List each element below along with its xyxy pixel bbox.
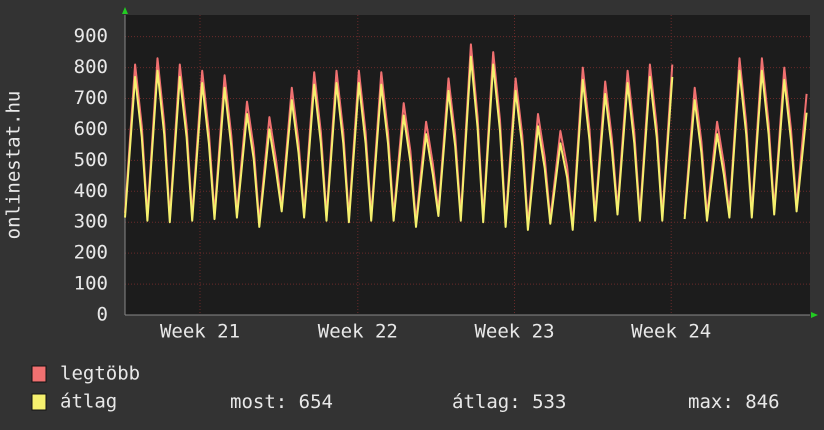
y-tick-label: 600 bbox=[74, 118, 108, 140]
legend-stat: most: 654 bbox=[230, 391, 333, 413]
x-tick-label: Week 23 bbox=[474, 321, 554, 343]
stat-label: átlag: bbox=[452, 391, 521, 413]
legend-stat: max: 846 bbox=[688, 391, 780, 413]
y-axis-label: onlinestat.hu bbox=[3, 91, 25, 240]
stat-label: most: bbox=[230, 391, 287, 413]
x-axis-arrow bbox=[811, 312, 818, 318]
y-tick-label: 400 bbox=[74, 180, 108, 202]
legend-stat: átlag: 533 bbox=[452, 391, 566, 413]
stat-value: 846 bbox=[745, 391, 779, 413]
y-tick-label: 900 bbox=[74, 25, 108, 47]
stat-label: max: bbox=[688, 391, 734, 413]
x-tick-label: Week 22 bbox=[318, 321, 398, 343]
y-tick-label: 700 bbox=[74, 87, 108, 109]
legend-swatch bbox=[31, 393, 47, 411]
y-tick-label: 800 bbox=[74, 56, 108, 78]
y-tick-label: 0 bbox=[97, 304, 108, 326]
y-tick-label: 100 bbox=[74, 273, 108, 295]
plot-area bbox=[125, 15, 810, 315]
x-tick-label: Week 24 bbox=[631, 321, 711, 343]
y-tick-label: 500 bbox=[74, 149, 108, 171]
y-axis-arrow bbox=[122, 7, 128, 14]
series-line bbox=[124, 55, 808, 231]
y-tick-label: 200 bbox=[74, 242, 108, 264]
legend-label: legtöbb bbox=[60, 363, 140, 385]
stat-value: 654 bbox=[299, 391, 333, 413]
y-tick-label: 300 bbox=[74, 211, 108, 233]
x-tick-label: Week 21 bbox=[160, 321, 240, 343]
legend-swatch bbox=[31, 365, 47, 383]
stat-value: 533 bbox=[532, 391, 566, 413]
legend-label: átlag bbox=[60, 391, 117, 413]
